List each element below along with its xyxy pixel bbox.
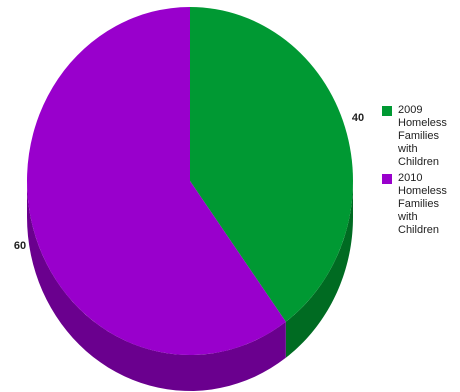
data-label-0: 40 — [352, 112, 364, 124]
legend-item-2010: 2010 Homeless Families with Children — [382, 172, 458, 237]
legend-item-2009: 2009 Homeless Families with Children — [382, 104, 458, 169]
chart-legend: 2009 Homeless Families with Children 201… — [382, 104, 458, 240]
pie-side-0 — [285, 181, 353, 358]
legend-swatch-2010 — [382, 174, 392, 184]
pie-sides — [27, 181, 353, 391]
data-label-1: 60 — [14, 240, 26, 252]
legend-label-2010: 2010 Homeless Families with Children — [398, 172, 447, 236]
pie-slice-1 — [27, 7, 286, 355]
pie-tops — [27, 7, 354, 355]
legend-swatch-2009 — [382, 106, 392, 116]
pie-slice-0 — [190, 7, 354, 322]
pie-side-1 — [27, 181, 286, 391]
legend-label-2009: 2009 Homeless Families with Children — [398, 104, 447, 168]
